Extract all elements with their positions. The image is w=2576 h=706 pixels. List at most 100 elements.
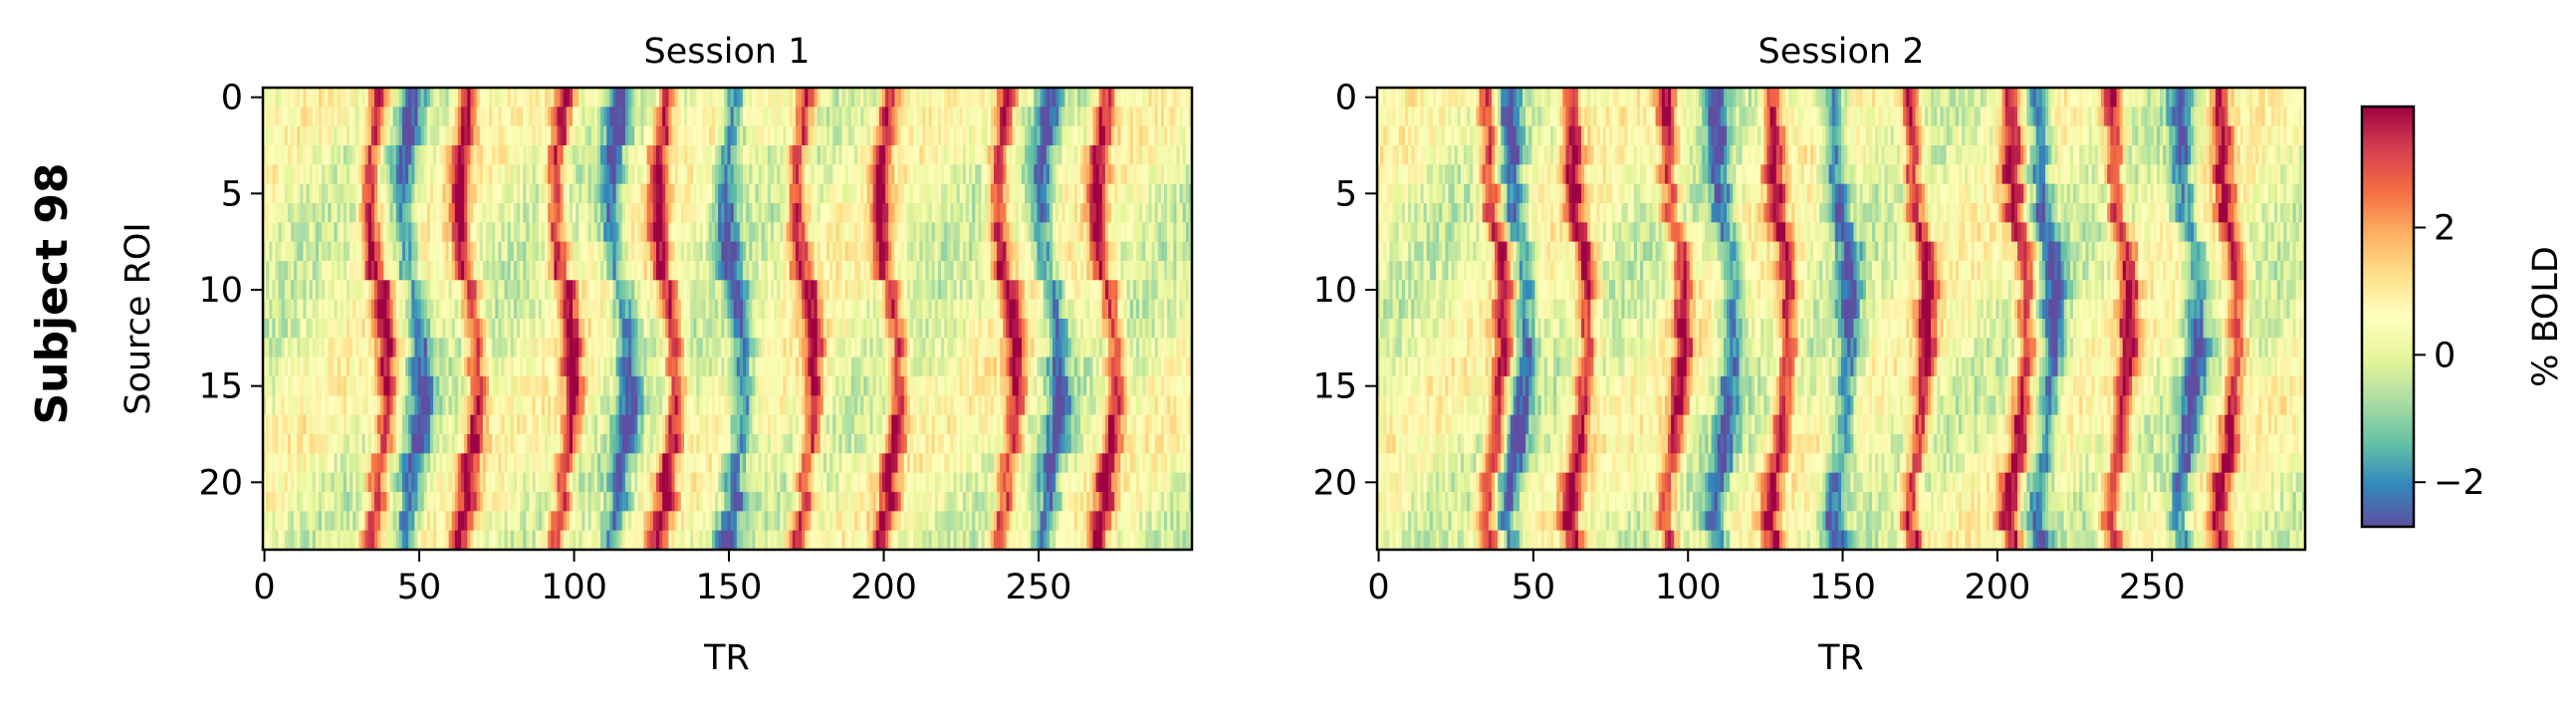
heatmap-cell <box>972 88 976 108</box>
heatmap-cell <box>1086 241 1090 262</box>
heatmap-cell <box>479 183 484 204</box>
heatmap-cell <box>1055 203 1059 223</box>
heatmap-cell <box>758 145 763 165</box>
heatmap-cell <box>322 203 326 223</box>
heatmap-cell <box>1070 241 1075 262</box>
heatmap-cell <box>445 222 450 243</box>
heatmap-cell <box>1003 164 1007 185</box>
heatmap-cell <box>906 222 911 243</box>
heatmap-cell <box>662 203 666 223</box>
heatmap-cell <box>603 203 607 223</box>
heatmap-cell <box>783 145 788 165</box>
heatmap-cell <box>340 164 345 185</box>
heatmap-cell <box>718 222 722 243</box>
heatmap-cell <box>479 145 484 165</box>
heatmap-cell <box>891 241 896 262</box>
heatmap-cell <box>501 261 506 281</box>
heatmap-cell <box>1154 145 1159 165</box>
heatmap-cell <box>814 222 819 243</box>
heatmap-cell <box>451 183 456 204</box>
heatmap-cell <box>624 164 629 185</box>
heatmap-cell <box>822 222 827 243</box>
heatmap-cell <box>1028 164 1032 185</box>
heatmap-cell <box>928 203 933 223</box>
heatmap-cell <box>699 222 704 243</box>
heatmap-cell <box>1117 183 1122 204</box>
heatmap-cell <box>997 241 1001 262</box>
heatmap-cell <box>1148 164 1153 185</box>
heatmap-cell <box>665 222 670 243</box>
heatmap-cell <box>841 125 846 146</box>
heatmap-cell <box>752 203 757 223</box>
heatmap-cell <box>1003 241 1007 262</box>
heatmap-cell <box>300 241 305 262</box>
heatmap-cell <box>802 145 806 165</box>
heatmap-cell <box>615 203 620 223</box>
heatmap-cell <box>451 261 456 281</box>
heatmap-cell <box>854 183 858 204</box>
heatmap-cell <box>303 222 308 243</box>
heatmap-cell <box>687 222 691 243</box>
heatmap-cell <box>838 88 843 108</box>
heatmap-cell <box>969 88 973 108</box>
heatmap-cell <box>730 241 735 262</box>
heatmap-cell <box>383 203 387 223</box>
heatmap-cell <box>300 88 305 108</box>
heatmap-cell <box>783 222 788 243</box>
heatmap-cell <box>272 261 277 281</box>
heatmap-cell <box>897 88 902 108</box>
heatmap-cell <box>811 125 816 146</box>
heatmap-cell <box>953 107 958 127</box>
heatmap-cell <box>281 107 286 127</box>
heatmap-cell <box>1040 145 1045 165</box>
heatmap-cell <box>888 164 892 185</box>
heatmap-cell <box>696 203 701 223</box>
heatmap-cell <box>730 164 735 185</box>
heatmap-cell <box>1098 203 1103 223</box>
heatmap-cell <box>1000 88 1004 108</box>
heatmap-cell <box>370 125 375 146</box>
heatmap-cell <box>386 222 391 243</box>
heatmap-cell <box>1136 241 1140 262</box>
heatmap-cell <box>820 164 824 185</box>
heatmap-cell <box>609 88 614 108</box>
heatmap-cell <box>1009 88 1014 108</box>
heatmap-cell <box>1101 107 1106 127</box>
heatmap-cell <box>1129 203 1134 223</box>
heatmap-cell <box>730 125 735 146</box>
heatmap-cell <box>662 183 666 204</box>
heatmap-cell <box>263 164 267 185</box>
heatmap-cell <box>953 241 958 262</box>
heatmap-cell <box>934 88 939 108</box>
heatmap-cell <box>1170 145 1174 165</box>
heatmap-cell <box>941 222 945 243</box>
heatmap-cell <box>492 125 496 146</box>
heatmap-cell <box>423 125 428 146</box>
heatmap-cell <box>1176 88 1181 108</box>
heatmap-cell <box>743 145 747 165</box>
heatmap-cell <box>969 183 973 204</box>
heatmap-cell <box>941 88 945 108</box>
heatmap-cell <box>621 222 626 243</box>
heatmap-cell <box>377 261 381 281</box>
heatmap-cell <box>680 88 685 108</box>
heatmap-cell <box>1104 222 1109 243</box>
heatmap-cell <box>1031 241 1035 262</box>
heatmap-cell <box>507 222 512 243</box>
heatmap-cell <box>795 107 800 127</box>
heatmap-cell <box>337 183 342 204</box>
heatmap-cell <box>811 203 816 223</box>
heatmap-cell <box>860 183 864 204</box>
heatmap-cell <box>560 241 565 262</box>
heatmap-cell <box>1073 107 1078 127</box>
heatmap-cell <box>507 261 512 281</box>
heatmap-cell <box>771 183 775 204</box>
heatmap-cell <box>284 183 289 204</box>
heatmap-cell <box>909 222 914 243</box>
heatmap-cell <box>783 203 788 223</box>
heatmap-cell <box>646 261 651 281</box>
heatmap-cell <box>538 261 543 281</box>
heatmap-cell <box>593 261 598 281</box>
heatmap-cell <box>367 125 372 146</box>
